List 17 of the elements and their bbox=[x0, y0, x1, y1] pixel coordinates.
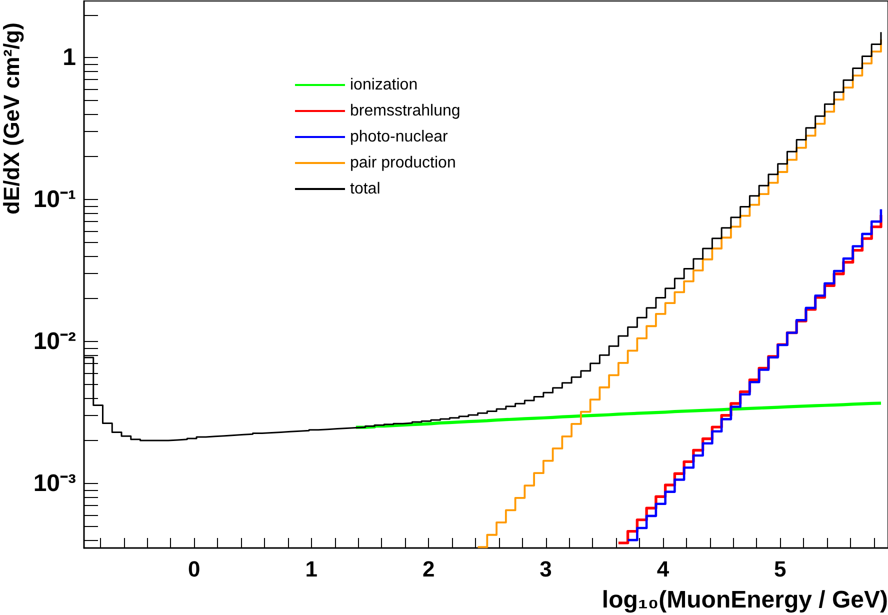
legend-label: bremsstrahlung bbox=[350, 102, 460, 120]
x-tick-label: 0 bbox=[188, 556, 200, 582]
x-tick-label: 3 bbox=[540, 556, 552, 582]
x-tick-label: 1 bbox=[305, 556, 318, 582]
y-tick-label: 10⁻² bbox=[33, 328, 76, 355]
legend-label: photo-nuclear bbox=[350, 128, 449, 146]
y-tick-label: 10⁻³ bbox=[33, 470, 76, 497]
x-tick-label: 5 bbox=[774, 556, 786, 582]
legend-label: ionization bbox=[350, 76, 418, 94]
x-axis-title: log₁₀(MuonEnergy / GeV) bbox=[602, 586, 888, 614]
x-tick-label: 4 bbox=[656, 556, 670, 582]
y-axis-title: dE/dX (GeV cm²/g) bbox=[0, 22, 24, 214]
legend-label: total bbox=[350, 180, 380, 198]
y-tick-label: 10⁻¹ bbox=[33, 186, 76, 213]
x-tick-label: 2 bbox=[422, 556, 435, 582]
y-tick-label: 1 bbox=[62, 44, 76, 71]
legend-label: pair production bbox=[350, 154, 456, 172]
